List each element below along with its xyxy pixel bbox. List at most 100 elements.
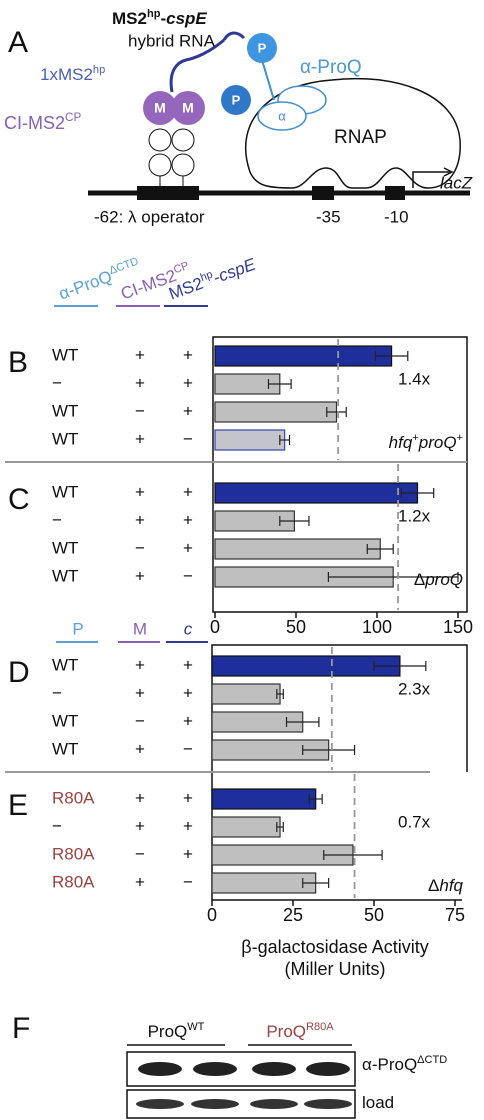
error-bar <box>302 878 330 888</box>
x-tick-label: 50 <box>364 905 384 925</box>
row-label: + <box>183 711 193 730</box>
row-label: + <box>135 429 145 448</box>
row-label: R80A <box>52 788 95 807</box>
row-label: − <box>135 711 145 730</box>
column-header: c <box>184 619 193 638</box>
box-35 <box>312 186 334 200</box>
text-part: hp <box>147 8 161 20</box>
rna-hairpin <box>222 31 246 41</box>
row-label: + <box>183 401 193 420</box>
ms2hp-label: 1xMS2hp <box>40 64 105 85</box>
lane-label: ProQWT <box>148 1021 205 1042</box>
text-part: ΔCTD <box>417 1054 447 1066</box>
text-part: cspE <box>216 255 259 286</box>
row-label: + <box>135 345 145 364</box>
m-label: M <box>182 100 194 116</box>
text-part: 1xMS2 <box>40 65 93 84</box>
column-header: MS2hp-cspE <box>166 253 259 304</box>
row-label: + <box>135 373 145 392</box>
error-bar <box>302 745 356 755</box>
error-bar <box>308 794 323 804</box>
row-label: + <box>183 788 193 807</box>
error-bar <box>373 661 427 671</box>
proq-shape <box>247 33 277 63</box>
text-part: cspE <box>166 9 207 28</box>
band-label: α-ProQΔCTD <box>362 1054 447 1075</box>
text-part: - <box>211 268 223 288</box>
error-bar <box>323 850 383 860</box>
band-label: load <box>362 1093 394 1112</box>
band <box>193 1062 237 1076</box>
ms2cp-shape <box>143 91 177 125</box>
text-part: hfq <box>439 876 463 895</box>
panel-letter: C <box>8 483 30 516</box>
condition-label: hfq+proQ+ <box>389 432 463 453</box>
text-part: ProQ <box>266 1022 306 1041</box>
row-label: − <box>52 683 62 702</box>
text-part: + <box>412 432 418 444</box>
row-label: − <box>135 538 145 557</box>
box-10 <box>385 186 405 200</box>
minus10-label: -10 <box>384 207 409 226</box>
arrow-head <box>443 167 454 177</box>
text-part: R80A <box>306 1021 334 1033</box>
text-part: ΔCTD <box>108 255 140 277</box>
column-header: P <box>72 619 83 638</box>
row-label: + <box>135 482 145 501</box>
text-part: Δ <box>414 570 425 589</box>
row-label: WT <box>52 739 78 758</box>
error-bar <box>279 516 310 526</box>
text-part: proQ <box>418 433 457 452</box>
text-part: + <box>457 432 463 444</box>
band <box>138 1062 182 1076</box>
text-part: hp <box>199 268 215 283</box>
panel-letter: A <box>8 26 28 59</box>
error-bar <box>327 572 459 582</box>
linker <box>261 59 275 101</box>
text-part: Δ <box>428 876 439 895</box>
text-part: CI-MS2 <box>4 113 65 133</box>
panel-letter: B <box>8 346 28 379</box>
bar <box>214 429 286 451</box>
error-bar <box>276 822 284 832</box>
ci-domain <box>171 128 195 152</box>
text-part: α-ProQ <box>56 267 114 304</box>
text-part: ProQ <box>148 1022 188 1041</box>
row-label: WT <box>52 566 78 585</box>
row-label: + <box>135 872 145 891</box>
error-bar <box>276 689 284 699</box>
error-bar <box>267 379 292 389</box>
band <box>252 1062 296 1076</box>
band <box>136 1099 184 1109</box>
x-tick-label: 150 <box>443 617 473 637</box>
text-part: hp <box>93 64 105 76</box>
condition-label: Δhfq <box>428 876 464 895</box>
operator-box <box>137 186 199 200</box>
ci-domain <box>148 128 172 152</box>
x-tick-label: 25 <box>283 905 303 925</box>
x-tick-label: 0 <box>210 617 220 637</box>
minus35-label: -35 <box>316 207 341 226</box>
row-label: + <box>183 373 193 392</box>
p-label: P <box>258 40 267 55</box>
row-label: WT <box>52 429 78 448</box>
row-label: + <box>183 655 193 674</box>
diagram-shapes <box>88 31 470 200</box>
row-label: + <box>135 739 145 758</box>
row-label: + <box>135 683 145 702</box>
bar <box>214 538 381 560</box>
fold-change: 1.4x <box>398 369 431 388</box>
row-label: R80A <box>52 844 95 863</box>
row-label: − <box>183 872 193 891</box>
bar <box>214 482 419 504</box>
ci-domain <box>171 153 195 177</box>
text-part: CP <box>172 260 191 277</box>
ms2cp-shape <box>171 91 205 125</box>
error-bar <box>326 407 347 417</box>
row-label: WT <box>52 401 78 420</box>
row-label: + <box>135 566 145 585</box>
frame <box>212 336 468 613</box>
row-label: + <box>183 538 193 557</box>
condition-label: ΔproQ <box>414 570 463 589</box>
